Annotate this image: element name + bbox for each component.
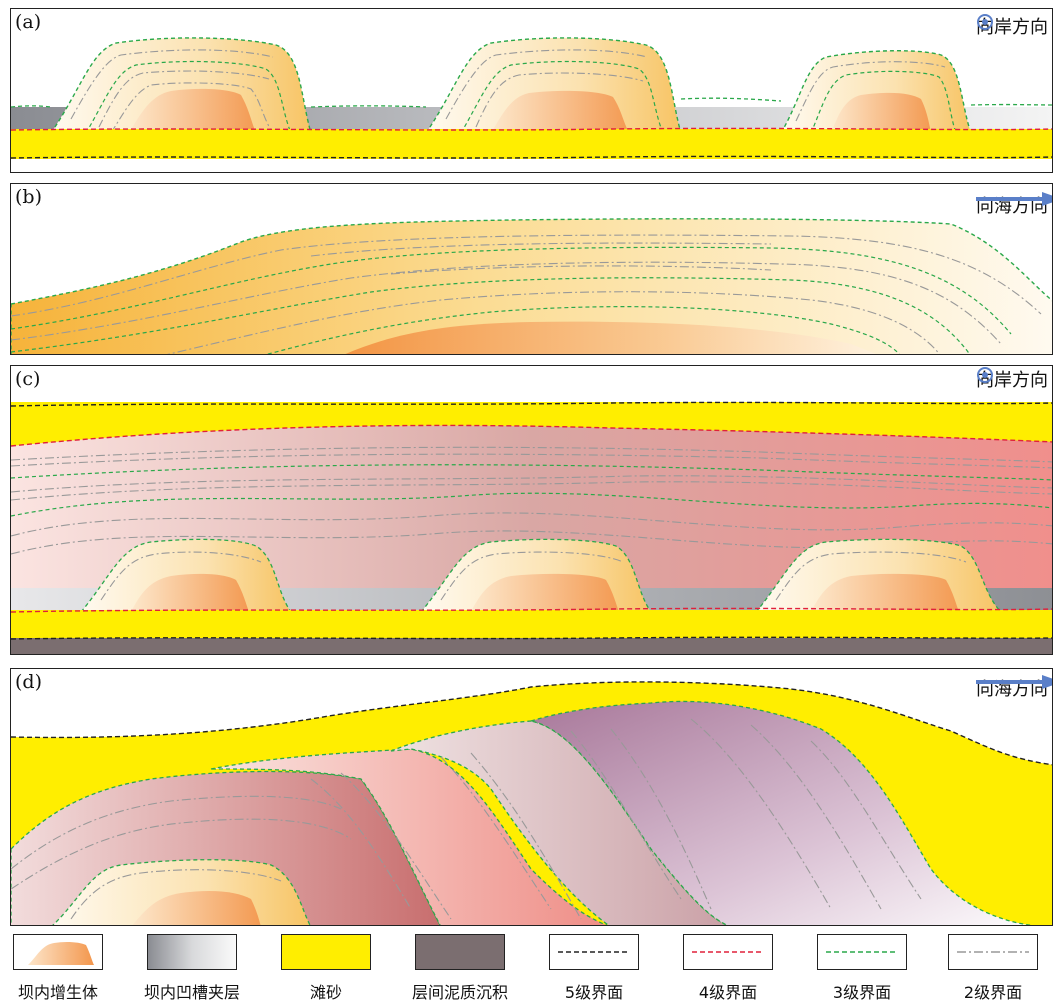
direction-label: 向岸方向 [976,370,1048,391]
beach-sand-layer [11,129,1052,159]
legend: 坝内增生体 坝内凹槽夹层 滩砂 层间泥质沉积 5级界面 4级界面 3级界面 2级… [0,934,1053,1007]
panel-a: (a) 向岸方向 [10,8,1053,173]
panel-d-diagram [11,681,1052,925]
bar-mound [779,50,972,134]
dot-circle-icon [977,14,993,30]
bar-mound [79,538,293,613]
legend-label: 坝内凹槽夹层 [143,983,240,1002]
panel-label: (c) [15,368,41,390]
legend-item-level4: 4级界面 [668,934,788,1003]
legend-label: 3级界面 [832,983,892,1002]
bar-mound [754,538,1003,613]
legend-label: 坝内增生体 [17,983,98,1002]
bar-mound [424,37,682,134]
mud-deposit-layer [11,638,1052,654]
direction-indicator: 向海方向 [976,675,1052,701]
legend-label: 滩砂 [309,983,342,1002]
legend-item-beach-sand: 滩砂 [266,934,386,1003]
mud-deposit-swatch [415,934,505,970]
legend-label: 5级界面 [564,983,624,1002]
panel-label: (d) [15,671,42,693]
panel-b: (b) 向海方向 [10,183,1053,355]
beach-sand-layer [11,610,1052,640]
legend-label: 层间泥质沉积 [411,983,508,1002]
direction-indicator: 向岸方向 [976,366,1048,392]
beach-sand-swatch [281,934,371,970]
panel-c-diagram [11,401,1052,654]
bar-mound [419,538,653,613]
direction-label: 向岸方向 [976,17,1048,38]
arrow-right-icon [976,192,1052,206]
legend-label: 4级界面 [698,983,758,1002]
arrow-right-icon [976,675,1052,689]
direction-indicator: 向岸方向 [976,13,1048,39]
panel-c: (c) 向岸方向 [10,365,1053,655]
legend-item-level3: 3级界面 [802,934,922,1003]
bar-mound [49,37,312,134]
level4-line-swatch [683,934,773,970]
panel-label: (a) [15,11,42,33]
direction-indicator: 向海方向 [976,192,1052,218]
panel-b-diagram [11,218,1052,354]
level3-line-swatch [817,934,907,970]
direction-label: 向海方向 [976,196,1048,217]
legend-item-level5: 5级界面 [534,934,654,1003]
dot-circle-icon [977,367,993,383]
legend-item-mud-deposit: 层间泥质沉积 [400,934,520,1003]
level2-line-swatch [948,934,1038,970]
panel-a-diagram [11,37,1052,159]
level5-line-swatch [549,934,639,970]
legend-item-groove-interlayer: 坝内凹槽夹层 [132,934,252,1003]
groove-interlayer-swatch [147,934,237,970]
legend-label: 2级界面 [963,983,1023,1002]
legend-item-accretion-body: 坝内增生体 [0,934,118,1003]
accretion-body-swatch [13,934,103,970]
panel-d: (d) 向海方向 [10,668,1053,926]
direction-label: 向海方向 [976,679,1048,700]
panel-label: (b) [15,186,42,208]
legend-item-level2: 2级界面 [933,934,1053,1003]
